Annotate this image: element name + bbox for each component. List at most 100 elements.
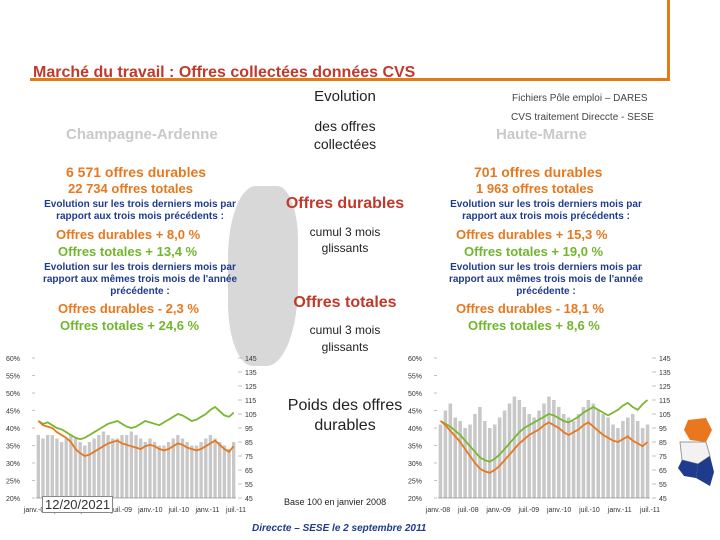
right-axis-tick-label: 95 (659, 426, 667, 433)
left-durables-yoy: Offres durables - 2,3 % (58, 301, 199, 316)
poids-bar (458, 421, 462, 498)
offres-durables-line (37, 420, 235, 457)
poids-bar (55, 438, 59, 498)
left-evo-label-2: Evolution sur les trois derniers mois pa… (30, 262, 250, 298)
left-totales-evo: Offres totales + 13,4 % (58, 244, 198, 259)
left-axis-tick-label: 50% (6, 391, 20, 398)
poids-bar (586, 400, 591, 498)
right-axis-tick-label: 55 (659, 482, 667, 489)
poids-bar (87, 442, 92, 498)
poids-bar (561, 414, 566, 498)
source-line-2: CVS traitement Direccte - SESE (511, 112, 654, 123)
x-axis-tick-label: janv.-10 (137, 507, 162, 514)
page-title: Marché du travail : Offres collectées do… (33, 64, 416, 81)
left-axis-tick-label: 40% (6, 426, 20, 433)
left-axis-tick-label: 50% (408, 391, 422, 398)
poids-bar (120, 435, 124, 498)
left-axis-tick-label: 25% (408, 479, 422, 486)
right-axis-tick-label: 65 (245, 468, 253, 475)
poids-bar (497, 417, 502, 498)
center-collectees: collectées (313, 136, 377, 152)
center-offres-totales: Offres totales (293, 294, 397, 311)
left-axis-tick-label: 30% (6, 461, 20, 468)
center-offres-durables: Offres durables (285, 195, 405, 212)
poids-bar (59, 442, 64, 498)
right-axis-tick-label: 125 (245, 384, 257, 391)
mini-map-haute-marne (696, 456, 714, 486)
poids-bar (547, 396, 551, 498)
poids-bar (73, 438, 78, 498)
center-cumul-1-line2: glissants (321, 241, 369, 255)
poids-bar (64, 438, 68, 498)
chart-left: 20% 25% 30% 35% 40% 45% 50% 55% 60% 45 55 65 75 85 95 1… (6, 356, 257, 514)
poids-bar (97, 435, 101, 498)
right-axis-tick-label: 55 (245, 482, 253, 489)
poids-bar (478, 407, 482, 498)
left-evo-label-2-line1: Evolution sur les trois derniers mois pa… (44, 262, 236, 273)
right-axis-tick-label: 65 (659, 468, 667, 475)
right-axis-tick-label: 145 (245, 356, 257, 363)
poids-bar (92, 438, 96, 498)
poids-bar (101, 431, 106, 498)
left-totales-yoy: Offres totales + 24,6 % (60, 318, 200, 333)
left-durables-count: 6 571 offres durables (66, 164, 207, 180)
x-axis-tick-label: juil.-08 (457, 507, 479, 514)
poids-bar (532, 417, 536, 498)
poids-bar (606, 417, 610, 498)
right-axis-tick-label: 45 (245, 496, 253, 503)
poids-bar (473, 414, 477, 498)
date-stamp: 12/20/2021 (42, 496, 114, 513)
poids-bar (537, 410, 541, 498)
left-axis-tick-label: 45% (408, 409, 422, 416)
left-axis-tick-label: 20% (6, 496, 20, 503)
poids-bar (138, 438, 143, 498)
poids-bar (517, 400, 522, 498)
poids-bar (502, 410, 507, 498)
poids-bar (50, 435, 54, 498)
poids-bar (566, 417, 571, 498)
x-axis-tick-label: janv.-09 (485, 507, 510, 514)
center-poids-line1: Poids des offres (287, 397, 403, 414)
left-axis-tick-label: 35% (6, 444, 20, 451)
right-evo-label-1-line1: Evolution sur les trois derniers mois pa… (450, 199, 642, 210)
x-axis-tick-label: juil.-11 (225, 507, 246, 514)
left-axis-tick-label: 25% (6, 479, 20, 486)
poids-bar (626, 417, 630, 498)
right-evo-label-2-line1: Evolution sur les trois derniers mois pa… (450, 262, 642, 273)
poids-bar (468, 424, 472, 498)
poids-bar (152, 442, 157, 498)
poids-bar (162, 445, 166, 498)
offres-totales-line (440, 399, 649, 463)
poids-bar (171, 438, 175, 498)
offres-totales-line (37, 405, 235, 441)
poids-bar (199, 442, 203, 498)
center-poids-line2: durables (314, 417, 376, 434)
poids-bar (157, 445, 161, 498)
poids-bar (611, 424, 615, 498)
poids-bar (134, 435, 138, 498)
right-axis-tick-label: 45 (659, 496, 667, 503)
x-axis-tick-label: juil.-10 (168, 507, 190, 514)
right-evo-label-1: Evolution sur les trois derniers mois pa… (436, 199, 656, 223)
poids-bar (453, 417, 458, 498)
right-totales-evo: Offres totales + 19,0 % (464, 244, 604, 259)
poids-bar (69, 435, 73, 498)
right-axis-tick-label: 105 (659, 412, 671, 419)
center-cumul-1-line1: cumul 3 mois (309, 225, 381, 239)
right-axis-tick-label: 105 (245, 412, 257, 419)
poids-bar (185, 442, 189, 498)
poids-bar (218, 442, 222, 498)
poids-bar (601, 414, 605, 498)
left-evo-label-1: Evolution sur les trois derniers mois pa… (30, 199, 250, 223)
region-map-silhouette (228, 186, 298, 366)
poids-bar (616, 428, 620, 498)
right-axis-tick-label: 75 (245, 454, 253, 461)
right-durables-yoy: Offres durables - 18,1 % (456, 301, 605, 316)
chart-right: 20% 25% 30% 35% 40% 45% 50% 55% 60% 45 55 65 75 85 95 1… (408, 356, 671, 514)
right-region-name: Haute-Marne (496, 126, 587, 143)
left-axis-tick-label: 45% (6, 409, 20, 416)
right-axis-tick-label: 115 (659, 398, 670, 405)
left-axis-tick-label: 55% (408, 374, 422, 381)
poids-bar (222, 445, 227, 498)
poids-bar (180, 438, 185, 498)
